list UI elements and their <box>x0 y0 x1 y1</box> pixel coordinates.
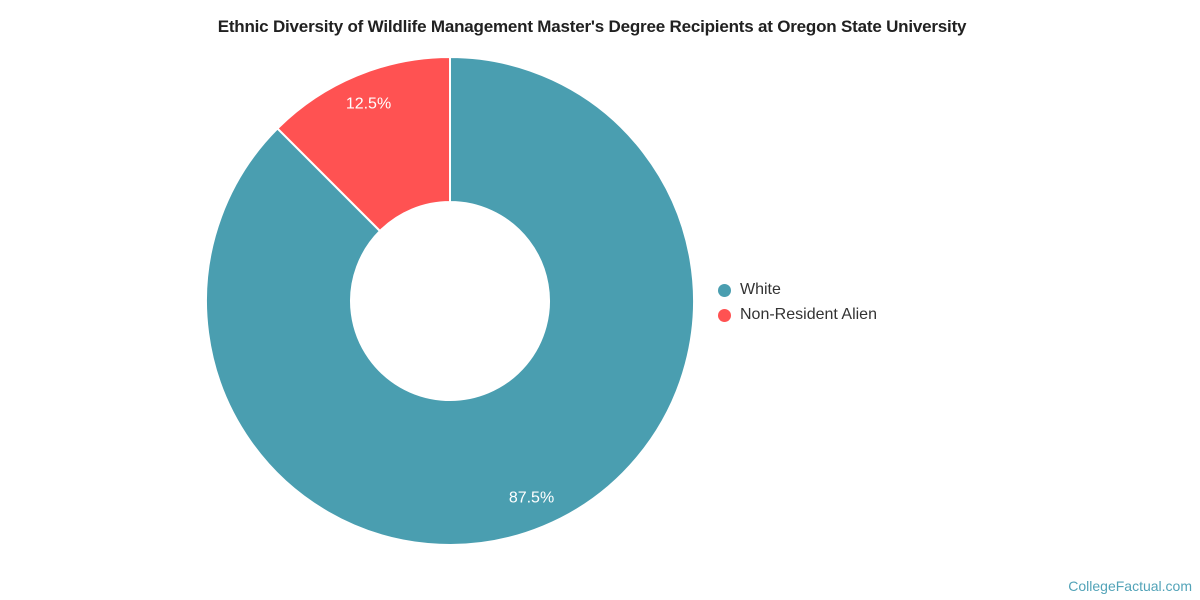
slice-label-non-resident-alien: 12.5% <box>346 96 391 113</box>
pie-slice-non-resident-alien[interactable] <box>276 56 451 232</box>
legend-item-white[interactable]: White <box>718 281 877 299</box>
legend-label: White <box>740 281 781 298</box>
collegefactual-link[interactable]: CollegeFactual.com <box>1068 578 1192 594</box>
legend: White Non-Resident Alien <box>718 281 877 324</box>
legend-label: Non-Resident Alien <box>740 306 877 323</box>
legend-item-non-resident-alien[interactable]: Non-Resident Alien <box>718 306 877 324</box>
legend-marker-icon <box>718 283 731 297</box>
chart-title: Ethnic Diversity of Wildlife Management … <box>217 17 967 36</box>
slice-label-white: 87.5% <box>509 489 554 506</box>
pie-slice-white[interactable] <box>205 56 695 546</box>
legend-marker-icon <box>718 308 731 322</box>
